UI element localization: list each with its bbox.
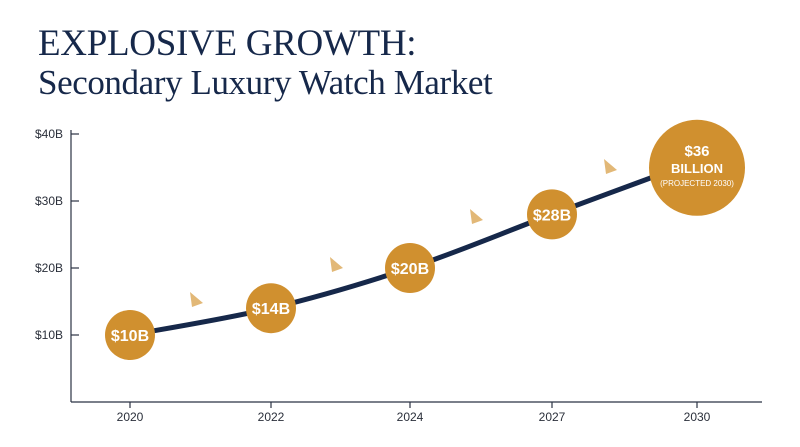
data-point-label-line2: BILLION (671, 161, 723, 176)
title-line-1: EXPLOSIVE GROWTH: (38, 23, 417, 64)
trend-arrow-icon (190, 292, 203, 307)
title-line-2: Secondary Luxury Watch Market (38, 62, 493, 102)
page-title: EXPLOSIVE GROWTH: Secondary Luxury Watch… (38, 23, 493, 102)
data-point-marker (649, 119, 745, 216)
y-tick-label: $20B (35, 261, 63, 275)
trend-arrows (190, 159, 617, 307)
y-tick-label: $30B (35, 194, 63, 208)
data-point-marker (105, 310, 155, 360)
data-point-bubble: $10B (105, 310, 155, 360)
x-tick-label: 2024 (397, 410, 424, 424)
x-tick-label: 2027 (539, 410, 566, 424)
data-point-label: $10B (111, 328, 149, 345)
x-tick-label: 2030 (684, 410, 711, 424)
data-point-marker (246, 283, 296, 334)
chart-ticks: $10B $20B $30B $40B 2020 2022 2024 2027 2030 (35, 127, 711, 424)
trend-arrow-icon (604, 159, 617, 174)
trend-arrow-icon (470, 209, 483, 224)
y-tick-label: $40B (35, 127, 63, 141)
data-point-label: $28B (533, 207, 571, 224)
data-point-marker (527, 189, 577, 240)
data-point-label: $14B (252, 301, 290, 318)
trend-arrow-icon (330, 257, 343, 272)
y-tick-label: $10B (35, 328, 63, 342)
data-point-label-line3: (PROJECTED 2030) (660, 179, 734, 188)
data-point-label: $36 (684, 143, 709, 160)
x-tick-label: 2020 (117, 410, 144, 424)
data-point-bubble: $14B (246, 283, 296, 334)
data-point-label: $20B (391, 261, 429, 278)
data-point-bubble: $28B (527, 189, 577, 240)
data-point-marker (385, 243, 435, 293)
data-point-bubble: $20B (385, 243, 435, 293)
chart-axes (70, 130, 762, 403)
x-tick-label: 2022 (258, 410, 285, 424)
